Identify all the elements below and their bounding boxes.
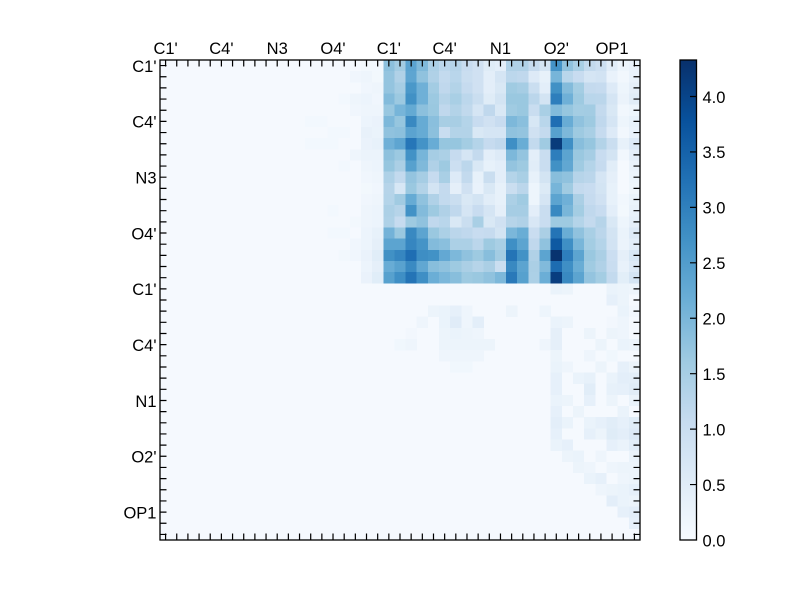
- svg-text:O4': O4': [320, 40, 345, 58]
- svg-text:C1': C1': [132, 281, 156, 299]
- svg-text:OP1: OP1: [596, 40, 629, 58]
- svg-text:C4': C4': [209, 40, 233, 58]
- svg-text:C1': C1': [153, 40, 177, 58]
- svg-text:C1': C1': [377, 40, 401, 58]
- svg-text:O4': O4': [131, 225, 156, 243]
- svg-text:1.0: 1.0: [703, 421, 726, 439]
- svg-text:N3: N3: [267, 40, 288, 58]
- svg-text:OP1: OP1: [123, 504, 156, 522]
- svg-text:O2': O2': [544, 40, 569, 58]
- svg-text:0.5: 0.5: [703, 477, 726, 495]
- svg-text:O2': O2': [131, 449, 156, 467]
- svg-text:C4': C4': [433, 40, 457, 58]
- svg-text:N1: N1: [135, 393, 156, 411]
- svg-text:N1: N1: [490, 40, 511, 58]
- svg-text:C4': C4': [132, 114, 156, 132]
- svg-text:3.5: 3.5: [703, 144, 726, 162]
- svg-text:2.5: 2.5: [703, 255, 726, 273]
- svg-text:1.5: 1.5: [703, 366, 726, 384]
- svg-text:C4': C4': [132, 337, 156, 355]
- svg-text:N3: N3: [135, 170, 156, 188]
- svg-text:0.0: 0.0: [703, 532, 726, 550]
- svg-text:2.0: 2.0: [703, 311, 726, 329]
- svg-text:3.0: 3.0: [703, 200, 726, 218]
- svg-text:4.0: 4.0: [703, 89, 726, 107]
- svg-text:C1': C1': [132, 58, 156, 76]
